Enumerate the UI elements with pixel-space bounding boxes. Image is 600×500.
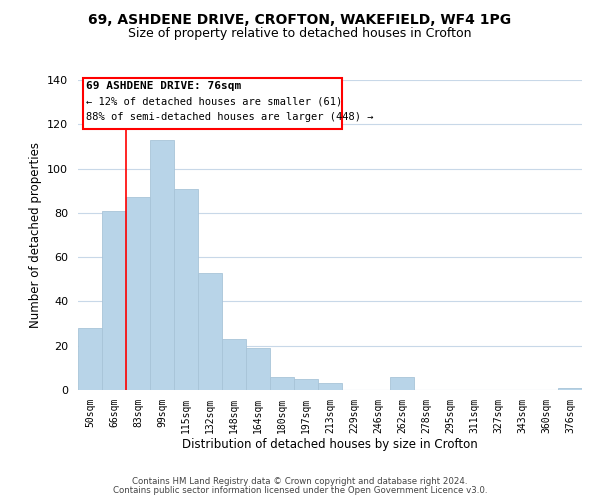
FancyBboxPatch shape [83,78,342,128]
Y-axis label: Number of detached properties: Number of detached properties [29,142,41,328]
Bar [126,198,150,390]
Text: 69, ASHDENE DRIVE, CROFTON, WAKEFIELD, WF4 1PG: 69, ASHDENE DRIVE, CROFTON, WAKEFIELD, W… [88,12,512,26]
Text: Contains public sector information licensed under the Open Government Licence v3: Contains public sector information licen… [113,486,487,495]
Bar [150,140,174,390]
Bar [102,210,126,390]
Bar [318,384,342,390]
Bar [246,348,270,390]
Bar [558,388,582,390]
Bar [174,188,198,390]
Bar [270,376,294,390]
Text: ← 12% of detached houses are smaller (61): ← 12% of detached houses are smaller (61… [86,96,343,106]
Bar [78,328,102,390]
Bar [198,272,222,390]
Text: 88% of semi-detached houses are larger (448) →: 88% of semi-detached houses are larger (… [86,112,374,122]
Text: 69 ASHDENE DRIVE: 76sqm: 69 ASHDENE DRIVE: 76sqm [86,81,242,91]
Bar [294,379,318,390]
Bar [390,376,414,390]
Text: Size of property relative to detached houses in Crofton: Size of property relative to detached ho… [128,28,472,40]
X-axis label: Distribution of detached houses by size in Crofton: Distribution of detached houses by size … [182,438,478,452]
Text: Contains HM Land Registry data © Crown copyright and database right 2024.: Contains HM Land Registry data © Crown c… [132,477,468,486]
Bar [222,339,246,390]
